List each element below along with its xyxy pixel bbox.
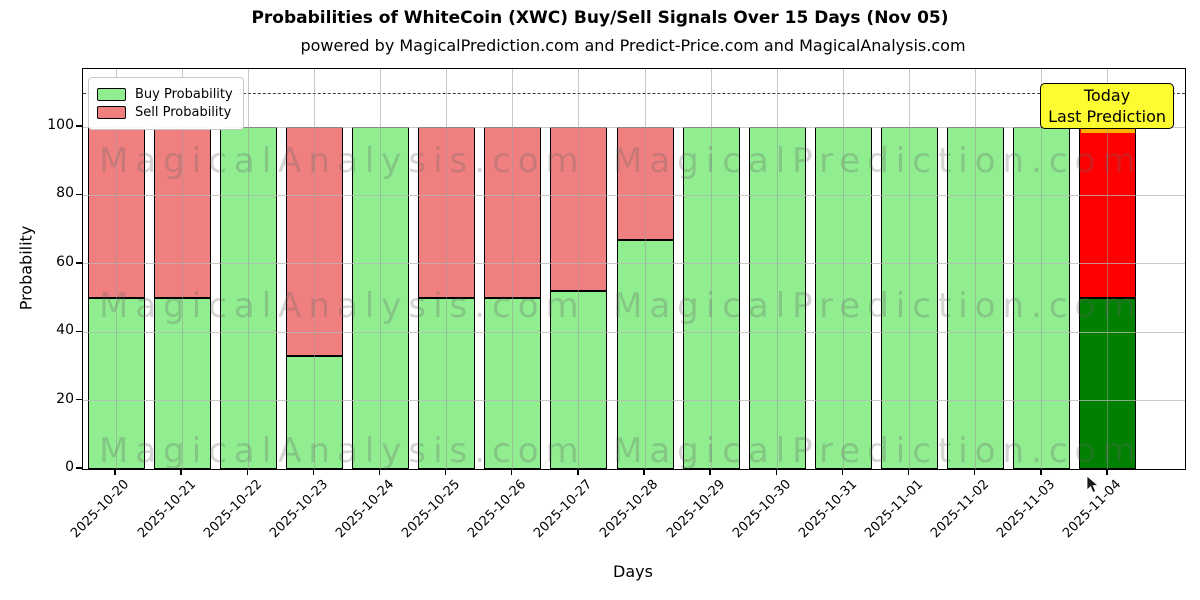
- gridline-horizontal: [83, 126, 1185, 128]
- x-tick-mark: [312, 469, 315, 475]
- y-tick-label: 40: [56, 322, 74, 339]
- x-tick-label: 2025-10-25: [399, 477, 464, 542]
- gridline-vertical: [644, 69, 646, 469]
- x-tick-label: 2025-10-31: [796, 477, 861, 542]
- x-tick-label: 2025-10-26: [465, 477, 530, 542]
- today-annotation-line1: Today: [1083, 86, 1131, 105]
- y-tick-mark: [76, 398, 82, 401]
- sell-swatch-icon: [97, 106, 126, 119]
- y-tick-mark: [76, 193, 82, 196]
- x-tick-label: 2025-10-24: [333, 477, 398, 542]
- x-tick-label: 2025-11-02: [928, 477, 993, 542]
- gridline-vertical: [842, 69, 844, 469]
- gridline-vertical: [1107, 69, 1109, 469]
- x-tick-mark: [709, 469, 711, 475]
- x-tick-label: 2025-11-01: [862, 477, 927, 542]
- chart-subtitle: powered by MagicalPrediction.com and Pre…: [300, 36, 966, 55]
- x-tick-mark: [180, 469, 182, 475]
- x-tick-mark: [1040, 469, 1042, 475]
- gridline-vertical: [181, 69, 183, 469]
- x-tick-label: 2025-10-30: [729, 477, 794, 542]
- legend-label: Buy Probability: [135, 87, 233, 102]
- x-tick-mark: [114, 469, 116, 475]
- x-tick-mark: [511, 469, 513, 475]
- chart-title: Probabilities of WhiteCoin (XWC) Buy/Sel…: [251, 8, 949, 28]
- x-tick-mark: [378, 469, 381, 475]
- gridline-horizontal: [83, 194, 1185, 196]
- gridline-vertical: [710, 69, 712, 469]
- gridline-vertical: [380, 69, 382, 469]
- x-tick-mark: [1106, 469, 1108, 475]
- y-tick-mark: [76, 467, 82, 469]
- gridline-vertical: [1041, 69, 1043, 469]
- x-tick-mark: [775, 469, 777, 475]
- x-tick-mark: [643, 469, 645, 475]
- legend: Buy Probability Sell Probability: [88, 77, 244, 130]
- legend-item-buy: Buy Probability: [97, 87, 233, 102]
- today-annotation: Today Last Prediction: [1040, 83, 1174, 129]
- gridline-vertical: [247, 69, 249, 469]
- legend-item-sell: Sell Probability: [97, 105, 233, 120]
- gridline-vertical: [578, 69, 580, 469]
- x-tick-mark: [973, 469, 976, 475]
- gridline-vertical: [115, 69, 117, 469]
- gridline-horizontal: [83, 400, 1185, 402]
- x-tick-mark: [246, 469, 248, 475]
- x-tick-mark: [444, 469, 447, 475]
- x-tick-label: 2025-10-22: [200, 477, 265, 542]
- x-tick-mark: [841, 469, 844, 475]
- y-tick-mark: [76, 262, 82, 264]
- x-tick-mark: [577, 469, 579, 475]
- x-tick-label: 2025-10-27: [531, 477, 596, 542]
- buy-swatch-icon: [97, 88, 126, 101]
- y-tick-label: 0: [65, 459, 74, 475]
- threshold-dashed-line: [83, 93, 1185, 94]
- gridline-vertical: [446, 69, 448, 469]
- gridline-horizontal: [83, 263, 1185, 265]
- plot-area: MagicalAnalysis.com MagicalPrediction.co…: [82, 68, 1186, 471]
- mouse-pointer-icon: [1086, 475, 1100, 498]
- x-tick-label: 2025-10-20: [68, 477, 133, 542]
- gridline-horizontal: [83, 331, 1185, 333]
- y-tick-label: 80: [56, 185, 74, 202]
- x-tick-label: 2025-10-23: [266, 477, 331, 542]
- x-tick-label: 2025-10-29: [663, 477, 728, 542]
- gridline-vertical: [776, 69, 778, 469]
- legend-label: Sell Probability: [135, 105, 232, 120]
- y-tick-label: 60: [56, 253, 74, 270]
- y-tick-label: 20: [56, 390, 74, 407]
- x-axis-title: Days: [613, 562, 653, 581]
- gridline-vertical: [909, 69, 911, 469]
- gridline-vertical: [313, 69, 315, 469]
- y-tick-label: 100: [47, 117, 74, 134]
- x-tick-label: 2025-10-21: [134, 477, 199, 542]
- y-tick-mark: [76, 330, 82, 332]
- today-annotation-line2: Last Prediction: [1048, 107, 1166, 126]
- y-tick-mark: [76, 125, 82, 127]
- gridline-vertical: [512, 69, 514, 469]
- gridline-vertical: [975, 69, 977, 469]
- y-axis-title: Probability: [16, 225, 36, 311]
- x-tick-mark: [907, 469, 910, 475]
- x-tick-label: 2025-11-03: [994, 477, 1059, 542]
- x-tick-label: 2025-10-28: [597, 477, 662, 542]
